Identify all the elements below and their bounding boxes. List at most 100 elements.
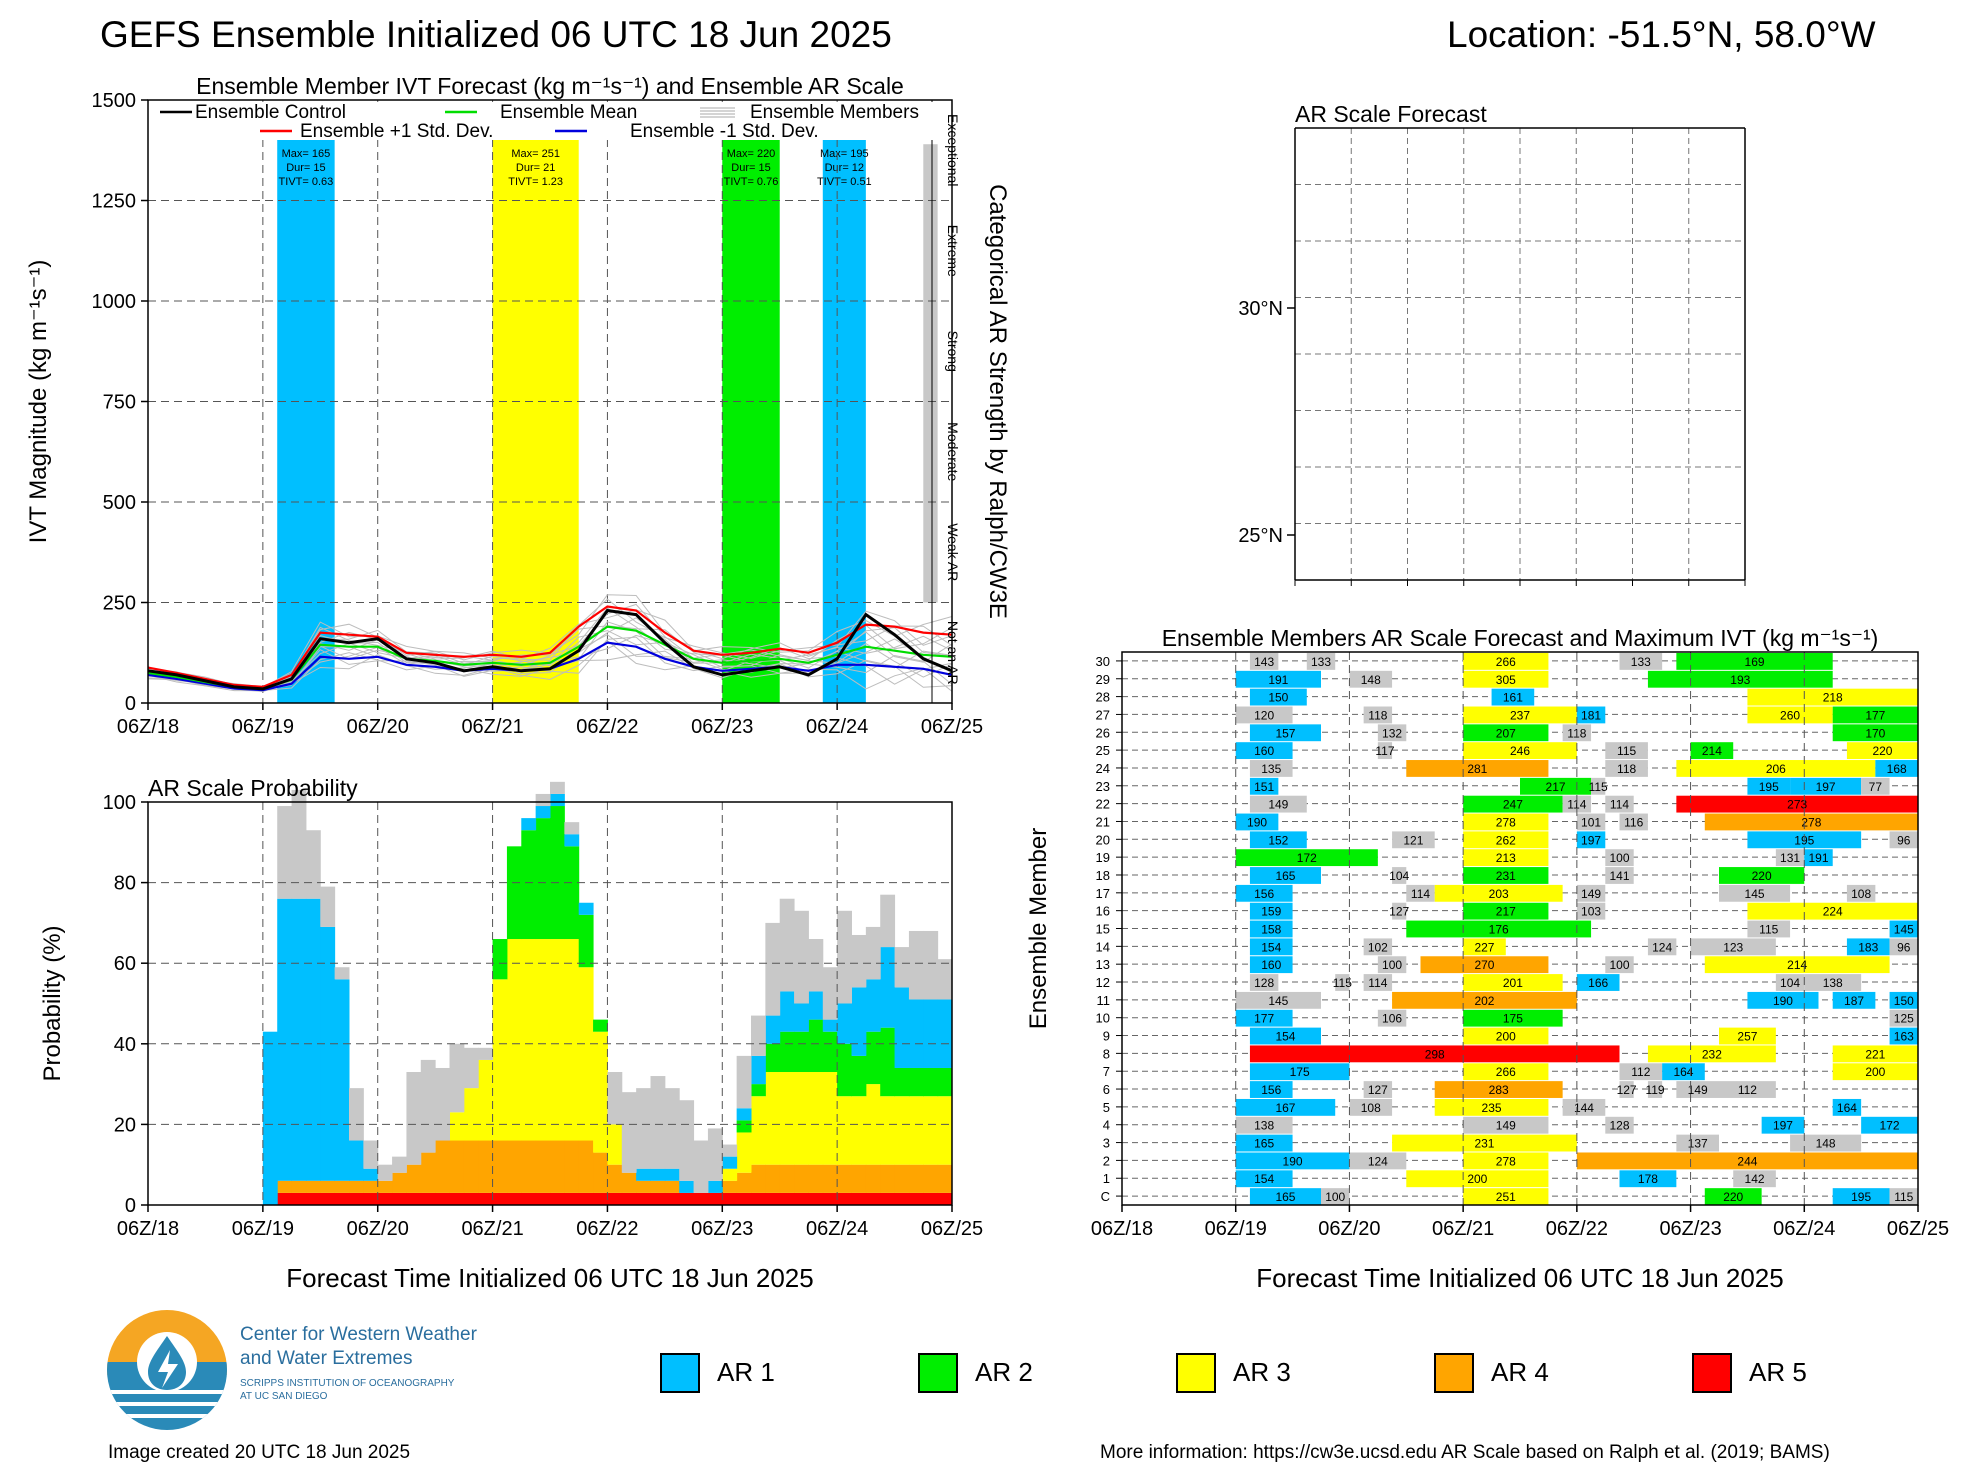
member-ivt-label: 213 [1496,851,1516,865]
probability-bar [736,1055,752,1109]
member-ivt-label: 161 [1503,691,1523,705]
probability-bar [535,793,551,807]
member-label: 22 [1096,797,1110,812]
member-ar-segment [1832,991,1876,1009]
member-ivt-label: 201 [1503,976,1523,990]
probability-bar [607,1124,623,1165]
probability-bar [334,967,350,980]
member-ivt-label: 206 [1766,762,1786,776]
member-ivt-label: 127 [1368,1083,1388,1097]
probability-bar [277,1180,293,1193]
member-ivt-label: 114 [1368,976,1387,990]
x-tick-label: 06Z/20 [1318,1218,1380,1240]
probability-bar [506,1140,522,1193]
probability-bar [392,1172,407,1193]
x-tick-label: 06Z/21 [461,1218,523,1240]
probability-bar [794,1164,809,1193]
category-label: Exceptional [945,114,961,186]
probability-bar [923,1192,939,1205]
probability-bar [521,939,537,1141]
y-tick-label: 40 [114,1034,136,1056]
member-ivt-label: 115 [1759,923,1778,937]
member-ar-segment [1676,795,1918,813]
member-ar-segment [1406,1170,1549,1188]
member-ar-segment [1747,902,1918,920]
probability-bar [463,1192,479,1205]
member-ar-segment [1832,1063,1918,1081]
member-ivt-label: 127 [1389,905,1409,919]
member-ivt-label: 177 [1254,1012,1274,1026]
member-ar-segment [1576,902,1606,920]
member-ivt-label: 96 [1897,940,1911,954]
member-ar-segment [1576,1152,1918,1170]
category-label: Weak AR [945,523,961,581]
legend-label-ar1: AR 1 [717,1357,775,1387]
probability-bar [521,1192,537,1205]
member-ar-segment [1463,902,1549,920]
probability-bar [894,947,910,988]
probability-bar [937,1164,953,1193]
y-tick-label: 750 [103,392,136,414]
probability-bar [837,910,852,1004]
member-ar-segment [1704,1188,1762,1205]
member-ar-segment [1463,795,1563,813]
member-ivt-label: 207 [1496,726,1516,740]
member-ar-segment [1591,777,1606,795]
member-label: 24 [1096,761,1110,776]
member-ar-segment [1747,706,1833,724]
series-line [147,608,953,691]
probability-bar [363,1180,379,1193]
member-label: 13 [1096,957,1110,972]
member-ar-segment [1832,724,1918,742]
member-ivt-label: 159 [1261,905,1281,919]
member-ar-segment [1249,724,1321,742]
member-ar-segment [1875,760,1918,777]
category-label: Not an AR [945,621,961,685]
probability-bar [564,1192,580,1205]
member-ivt-label: 172 [1880,1119,1900,1133]
map-title: AR Scale Forecast [1295,101,1487,127]
member-ivt-label: 128 [1254,976,1274,990]
member-ivt-label: 114 [1567,798,1586,812]
member-ar-segment [1747,991,1819,1009]
member-ar-segment [1676,1134,1719,1152]
ensemble-member-line [147,634,953,690]
member-ivt-label: 195 [1759,780,1779,794]
member-ivt-label: 231 [1496,869,1516,883]
logo-line4: AT UC SAN DIEGO [240,1391,328,1402]
member-ivt-label: 178 [1638,1172,1658,1186]
y-tick-label: 0 [125,1195,136,1217]
probability-bar [349,1180,364,1193]
x-tick-label: 06Z/22 [576,716,638,738]
member-ivt-label: 115 [1333,976,1352,990]
member-ivt-label: 145 [1268,994,1288,1008]
probability-bar [420,1152,436,1193]
member-label: 6 [1103,1082,1110,1097]
member-ar-segment [1249,938,1293,956]
probability-bar [937,1067,953,1097]
member-label: 12 [1096,975,1110,990]
probability-bar [363,1140,379,1169]
probability-bar [865,1084,881,1165]
probability-bar [334,1180,350,1193]
member-ar-segment [1235,884,1293,902]
probability-bar [377,1164,393,1181]
x-tick-label: 06Z/19 [1205,1218,1267,1240]
legend-label: Ensemble Control [195,102,346,123]
member-ivt-label: 141 [1609,869,1629,883]
probability-bar [765,1043,781,1073]
member-ivt-label: 281 [1467,762,1487,776]
probability-bar [908,930,924,1000]
x-tick-label: 06Z/23 [691,716,753,738]
probability-bar [578,1192,594,1205]
probability-bar [822,1072,838,1165]
member-ivt-label: 197 [1773,1119,1793,1133]
member-ar-segment [1719,1081,1776,1098]
probability-bar [521,830,537,940]
probability-bar [851,1192,867,1205]
x-tick-label: 06Z/19 [232,1218,294,1240]
member-ivt-label: 100 [1609,958,1629,972]
probability-bar [435,1192,450,1205]
probability-bar [593,1192,608,1205]
